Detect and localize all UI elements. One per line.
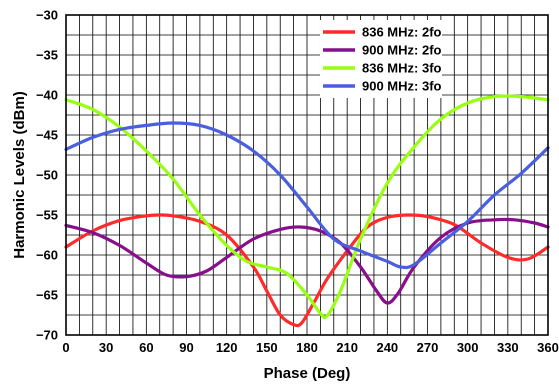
- series-line-3: [64, 94, 550, 320]
- grid: [65, 14, 549, 336]
- legend: 836 MHz: 2fo 900 MHz: 2fo 836 MHz: 3fo 900 …: [320, 20, 442, 98]
- y-tick-label: −60: [36, 248, 58, 263]
- y-tick-labels: −30 −35 −40 −45 −50 −55 −60 −65 −70: [36, 8, 58, 343]
- series-line-1: [64, 213, 550, 328]
- legend-label-2: 900 MHz: 2fo: [362, 43, 442, 58]
- legend-entries: 836 MHz: 2fo 900 MHz: 2fo 836 MHz: 3fo 900 …: [323, 25, 442, 94]
- x-tick-label: 30: [99, 340, 113, 355]
- y-axis-label: Harmonic Levels (dBm): [11, 91, 28, 259]
- x-tick-label: 0: [62, 340, 69, 355]
- x-tick-label: 330: [497, 340, 519, 355]
- legend-label-3: 836 MHz: 3fo: [362, 61, 442, 76]
- y-tick-label: −55: [36, 208, 58, 223]
- series-line-4: [64, 121, 550, 270]
- x-tick-label: 120: [216, 340, 238, 355]
- x-tick-label: 180: [296, 340, 318, 355]
- y-tick-label: −35: [36, 48, 58, 63]
- y-tick-label: −70: [36, 328, 58, 343]
- x-tick-label: 210: [336, 340, 358, 355]
- x-tick-label: 60: [139, 340, 153, 355]
- y-tick-label: −65: [36, 288, 58, 303]
- x-tick-label: 90: [179, 340, 193, 355]
- x-tick-label: 270: [417, 340, 439, 355]
- legend-label-4: 900 MHz: 3fo: [362, 79, 442, 94]
- y-tick-label: −30: [36, 8, 58, 23]
- y-tick-label: −40: [36, 88, 58, 103]
- plot-frame: [65, 14, 549, 336]
- y-tick-label: −45: [36, 128, 58, 143]
- x-tick-label: 150: [256, 340, 278, 355]
- x-tick-label: 300: [457, 340, 479, 355]
- y-tick-label: −50: [36, 168, 58, 183]
- x-axis-label: Phase (Deg): [264, 365, 351, 382]
- x-tick-label: 240: [376, 340, 398, 355]
- legend-label-1: 836 MHz: 2fo: [362, 25, 442, 40]
- x-tick-labels: 0 30 60 90 120 150 180 210 240 270 300 330 360: [62, 340, 558, 355]
- series-lines: [64, 94, 550, 328]
- x-tick-label: 360: [537, 340, 559, 355]
